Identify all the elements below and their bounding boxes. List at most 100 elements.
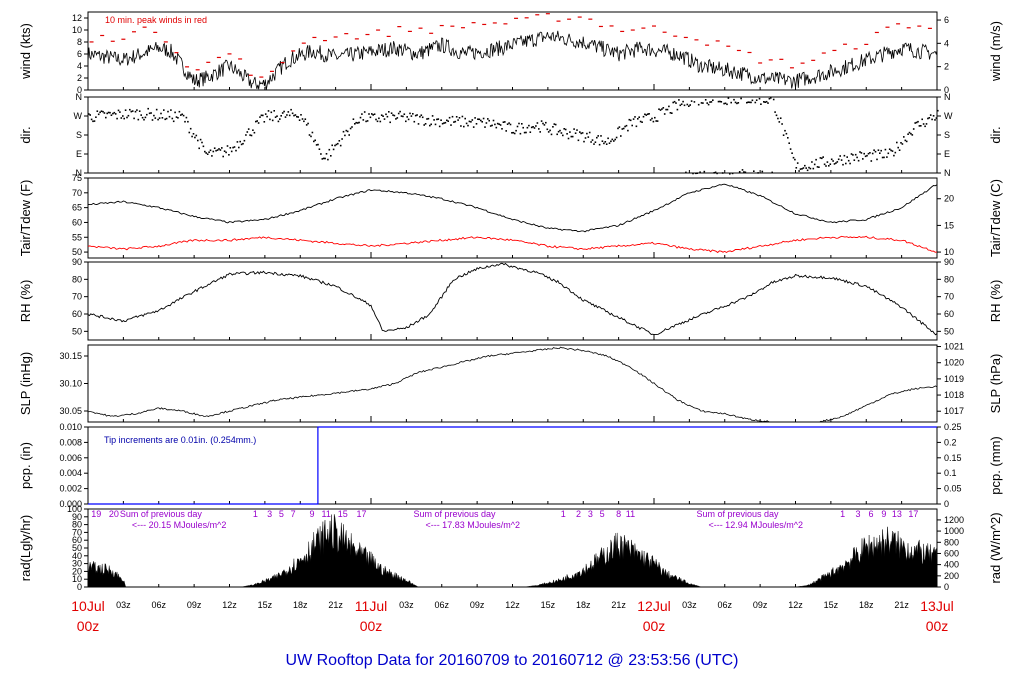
temp-panel: Tair/Tdew (F) Tair/Tdew (C) 50 55 60 65 70 75 10… xyxy=(18,173,1003,259)
dir-point xyxy=(921,118,923,121)
dir-point xyxy=(204,150,206,153)
dir-point xyxy=(594,141,597,143)
dir-point xyxy=(924,125,926,128)
dir-point xyxy=(348,134,350,136)
dir-point xyxy=(702,102,704,104)
dir-point xyxy=(665,108,667,111)
dir-point xyxy=(591,139,594,141)
dir-point xyxy=(472,126,475,128)
pcp-left-label: pcp. (in) xyxy=(18,442,33,489)
dir-point xyxy=(252,129,254,131)
dir-point xyxy=(903,136,905,138)
dir-point xyxy=(833,163,836,165)
dir-point xyxy=(723,102,725,105)
dir-point xyxy=(229,147,232,149)
x-hour-label: 12z xyxy=(222,600,237,610)
dir-point xyxy=(388,111,390,113)
temp-left-tick-label: 55 xyxy=(72,232,82,242)
dir-point xyxy=(492,119,495,122)
rh-line xyxy=(87,262,938,336)
dir-point xyxy=(763,101,765,103)
dir-point xyxy=(583,140,585,143)
dir-point xyxy=(796,162,799,164)
dir-point xyxy=(172,120,175,123)
rh-right-tick-label: 70 xyxy=(944,292,954,302)
dir-point xyxy=(263,121,266,123)
dir-point xyxy=(729,173,731,175)
rad-right-tick-label: 1200 xyxy=(944,515,964,525)
dir-point xyxy=(639,120,642,123)
dir-point xyxy=(298,119,301,121)
dir-point xyxy=(605,143,608,145)
dir-point xyxy=(424,123,427,125)
dir-point xyxy=(127,114,130,117)
dir-point xyxy=(896,141,898,144)
dir-point xyxy=(509,123,512,126)
temp-left-tick-label: 60 xyxy=(72,217,82,227)
dir-point xyxy=(332,148,335,151)
dir-point xyxy=(700,102,703,104)
dir-point xyxy=(693,101,696,103)
dir-point xyxy=(269,118,271,121)
dir-point xyxy=(468,120,471,123)
dir-point xyxy=(794,158,796,161)
wind-left-label: wind (kts) xyxy=(18,23,33,80)
x-hour-label: 21z xyxy=(328,600,343,610)
temp-right-tick-label: 10 xyxy=(944,247,954,257)
dir-point xyxy=(471,119,474,121)
dir-point xyxy=(533,127,536,129)
dir-point xyxy=(886,156,888,158)
rh-right-tick-label: 80 xyxy=(944,274,954,284)
dir-point xyxy=(192,133,195,135)
dir-point xyxy=(911,134,914,136)
dir-point xyxy=(202,145,205,148)
dir-point xyxy=(607,137,609,140)
dir-point xyxy=(908,131,911,134)
dir-point xyxy=(297,116,299,118)
dir-point xyxy=(720,101,723,103)
dir-left-tick-label: W xyxy=(74,111,83,121)
dir-point xyxy=(147,107,149,110)
dir-point xyxy=(423,124,425,126)
dir-point xyxy=(315,144,318,146)
rad-left-tick-label: 50 xyxy=(72,543,82,553)
dir-point xyxy=(873,149,875,151)
dir-point xyxy=(795,167,798,169)
x-hour-label: 12z xyxy=(788,600,803,610)
pcp-right-label: pcp. (mm) xyxy=(988,436,1003,495)
dir-point xyxy=(727,97,730,99)
dir-point xyxy=(644,113,646,116)
dir-point xyxy=(874,150,877,153)
dir-point xyxy=(654,116,656,119)
dir-point xyxy=(823,163,826,166)
dir-point xyxy=(560,132,563,134)
dir-point xyxy=(144,116,147,119)
dir-point xyxy=(223,150,226,152)
dir-point xyxy=(385,113,387,116)
dir-point xyxy=(219,149,222,151)
temp-left-tick-label: 70 xyxy=(72,188,82,198)
dir-point xyxy=(177,117,179,119)
dir-point xyxy=(165,117,168,120)
dir-point xyxy=(772,98,775,101)
x-day-hour-label: 00z xyxy=(360,618,383,634)
pcp-left-tick-label: 0.008 xyxy=(59,437,82,447)
dir-point xyxy=(358,121,360,124)
dir-point xyxy=(153,114,155,117)
x-hour-label: 21z xyxy=(894,600,909,610)
dir-point xyxy=(205,152,207,154)
dir-point xyxy=(613,140,615,142)
dir-point xyxy=(257,122,260,124)
dir-point xyxy=(170,109,172,111)
dir-point xyxy=(279,118,281,120)
dir-point xyxy=(397,112,400,115)
dir-point xyxy=(816,166,819,168)
x-hour-label: 15z xyxy=(824,600,839,610)
dir-point xyxy=(836,161,839,163)
dir-point xyxy=(338,140,341,142)
dir-point xyxy=(545,121,547,124)
dir-point xyxy=(443,122,445,124)
dir-point xyxy=(106,112,108,115)
dir-point xyxy=(792,156,795,159)
rad-left-tick-label: 10 xyxy=(72,574,82,584)
